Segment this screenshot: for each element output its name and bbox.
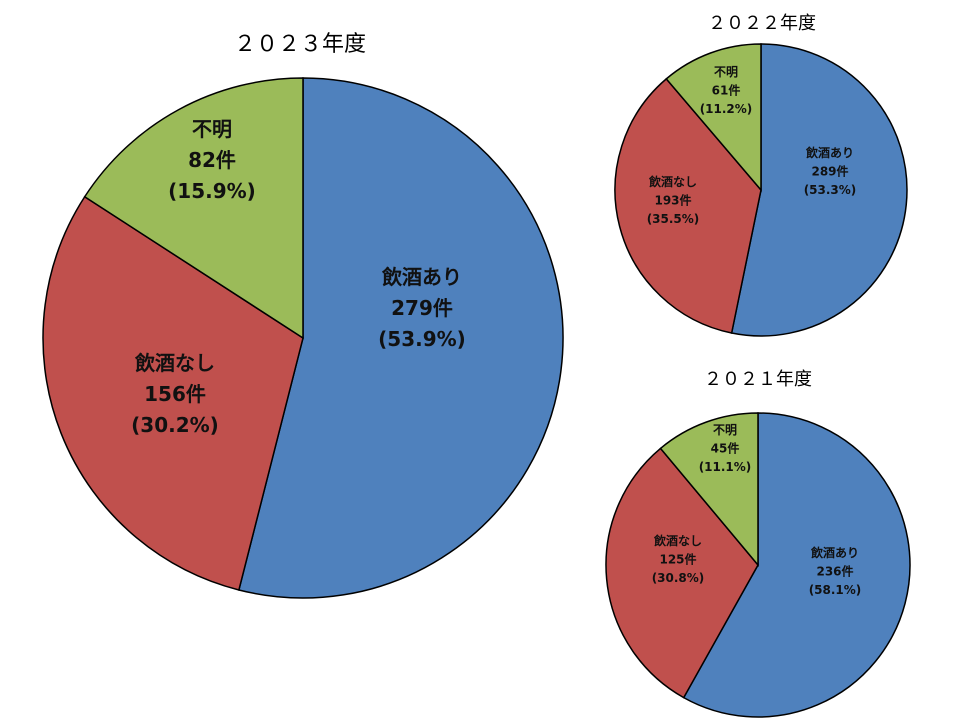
pie-slices	[614, 43, 908, 337]
pie-slice	[682, 412, 911, 718]
pie-slices	[42, 77, 564, 599]
pie-slices	[605, 412, 911, 718]
pie-slice	[665, 43, 762, 193]
chart-title: ２０２２年度	[708, 13, 816, 34]
slice-label: 不明 61件(11.2%)	[700, 65, 753, 116]
pie-chart-2023: ２０２３年度 飲酒あり 279件(53.9%) 飲酒なし 156件(30.2%) 不明 8…	[42, 32, 564, 599]
slice-label: 飲酒あり 236件(58.1%)	[809, 545, 862, 597]
slice-label: 不明 82件(15.9%)	[168, 117, 256, 203]
pie-slice	[659, 412, 759, 568]
pie-slice	[730, 43, 908, 337]
pie-chart-2022: ２０２２年度 飲酒あり 289件(53.3%) 飲酒なし 193件(35.5%) 不明 6…	[614, 13, 908, 337]
pie-slice	[614, 77, 762, 334]
slice-label: 飲酒なし 125件(30.8%)	[652, 533, 705, 585]
chart-title: ２０２１年度	[704, 369, 812, 390]
pie-labels: 飲酒あり 236件(58.1%) 飲酒なし 125件(30.8%) 不明 45件(11.1…	[652, 423, 862, 597]
pie-slice	[42, 195, 304, 591]
slice-label: 飲酒なし 156件(30.2%)	[131, 351, 219, 437]
chart-title: ２０２３年度	[234, 32, 366, 57]
slice-label: 不明 45件(11.1%)	[699, 423, 752, 474]
slice-label: 飲酒あり 289件(53.3%)	[804, 145, 857, 197]
pie-slice	[237, 77, 564, 599]
pie-slice	[83, 77, 304, 340]
slice-label: 飲酒なし 193件(35.5%)	[647, 174, 700, 226]
slice-label: 飲酒あり 279件(53.9%)	[378, 265, 466, 351]
pie-chart-2021: ２０２１年度 飲酒あり 236件(58.1%) 飲酒なし 125件(30.8%) 不明 4…	[605, 369, 911, 718]
pie-labels: 飲酒あり 279件(53.9%) 飲酒なし 156件(30.2%) 不明 82件(15.9…	[131, 117, 466, 437]
pie-slice	[605, 447, 759, 699]
pie-labels: 飲酒あり 289件(53.3%) 飲酒なし 193件(35.5%) 不明 61件(11.2…	[647, 65, 857, 226]
